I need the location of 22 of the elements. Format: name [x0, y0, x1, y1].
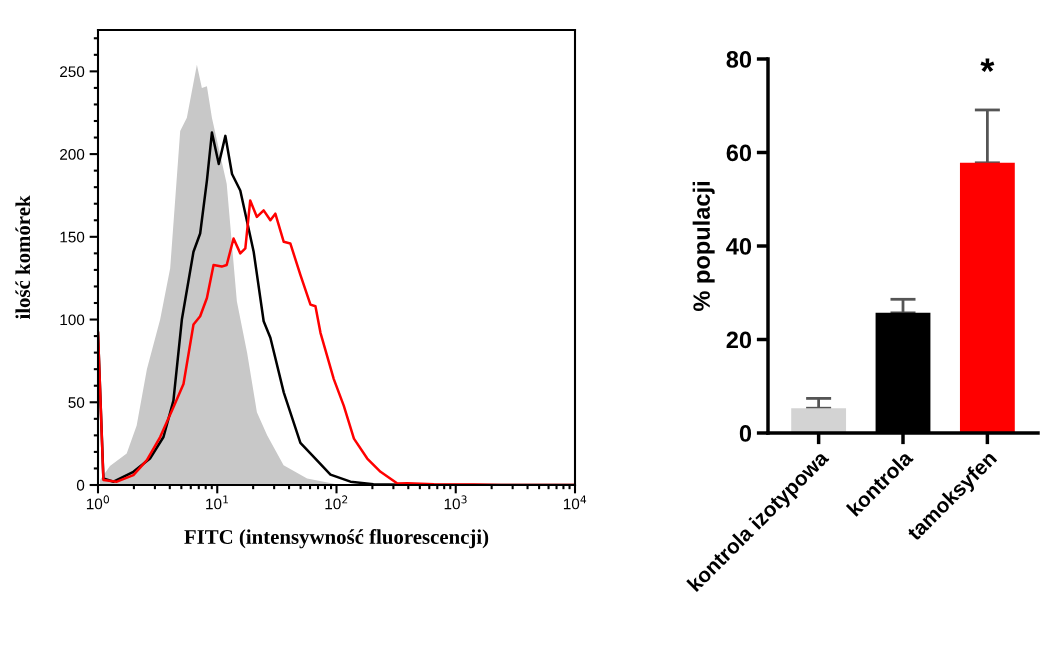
x-tick-label: 10$^{3}$	[444, 495, 467, 510]
y-axis-title: ilość komórek	[15, 195, 31, 320]
y-tick-label: 0	[739, 425, 752, 442]
bar	[959, 162, 1015, 433]
y-tick-label: 20	[726, 331, 752, 349]
y-tick-label: 80	[726, 51, 752, 68]
y-tick-label: 40	[726, 238, 752, 255]
y-tick-label: 250	[60, 66, 85, 78]
x-tick-label: 10$^{0}$	[86, 495, 110, 510]
y-tick-label: 150	[60, 231, 85, 243]
x-axis-title: FITC (intensywność fluorescencji)	[184, 529, 489, 549]
y-tick-label: 50	[68, 397, 85, 408]
annotation: *	[980, 58, 995, 72]
y-tick-label: 60	[726, 144, 752, 162]
y-tick-label: 0	[76, 479, 85, 491]
y-tick-label: 200	[60, 148, 85, 160]
x-tick-label: 10$^{1}$	[206, 495, 228, 510]
y-axis-title: % populacji	[692, 182, 715, 311]
bar	[791, 408, 847, 433]
y-tick-label: 100	[60, 314, 85, 326]
x-tick-label: 10$^{2}$	[325, 495, 348, 510]
x-tick-label: 10$^{4}$	[563, 495, 587, 510]
